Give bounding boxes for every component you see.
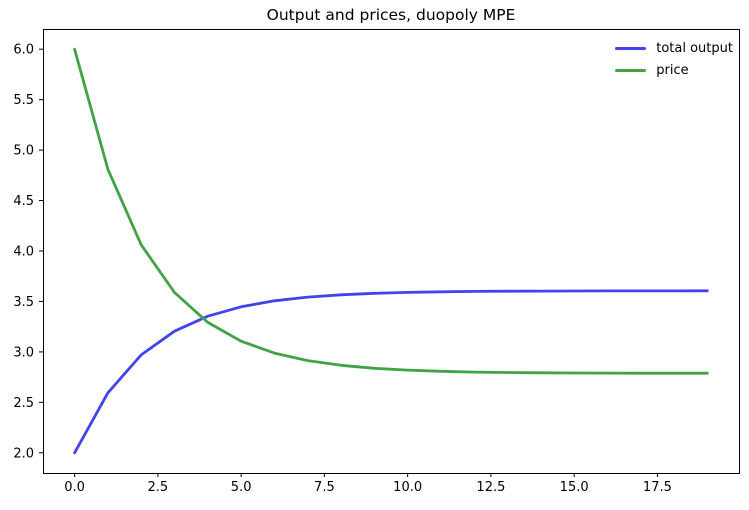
x-tick-label: 17.5 — [643, 480, 672, 495]
y-tick-label: 5.0 — [13, 144, 34, 159]
y-axis-ticks: 2.0 2.5 3.0 3.5 4.0 4.5 5.0 5.5 6.0 — [13, 43, 43, 461]
y-tick-label: 3.0 — [13, 345, 34, 360]
y-tick-label: 6.0 — [13, 43, 34, 58]
x-tick-label: 15.0 — [560, 480, 589, 495]
series-line-total-output — [73, 289, 709, 455]
legend-entry-total-output: total output — [615, 40, 733, 57]
y-tick-label: 2.5 — [13, 396, 34, 411]
y-tick-label: 5.5 — [13, 93, 34, 108]
x-tick-label: 7.5 — [314, 480, 335, 495]
series-line-price — [73, 47, 709, 375]
plot-area: 0.0 2.5 5.0 7.5 10.0 12.5 15.0 17.5 2.0 2.5 3.0 3.5… — [13, 29, 740, 495]
x-tick-label: 2.5 — [148, 480, 169, 495]
x-tick-label: 12.5 — [476, 480, 505, 495]
legend-swatch-total-output — [615, 47, 647, 50]
y-tick-label: 2.0 — [13, 446, 34, 461]
legend: total output price — [615, 40, 733, 79]
y-tick-label: 4.5 — [13, 194, 34, 209]
x-tick-label: 10.0 — [393, 480, 422, 495]
legend-label-total-output: total output — [656, 41, 733, 56]
y-tick-label: 4.0 — [13, 245, 34, 260]
legend-entry-price: price — [615, 62, 733, 79]
legend-label-price: price — [656, 63, 689, 78]
y-tick-label: 3.5 — [13, 295, 34, 310]
legend-swatch-price — [615, 69, 647, 72]
x-tick-label: 0.0 — [64, 480, 85, 495]
chart-title: Output and prices, duopoly MPE — [266, 6, 516, 24]
x-axis-ticks: 0.0 2.5 5.0 7.5 10.0 12.5 15.0 17.5 — [64, 473, 672, 495]
axes-spines — [43, 29, 740, 474]
x-tick-label: 5.0 — [231, 480, 252, 495]
